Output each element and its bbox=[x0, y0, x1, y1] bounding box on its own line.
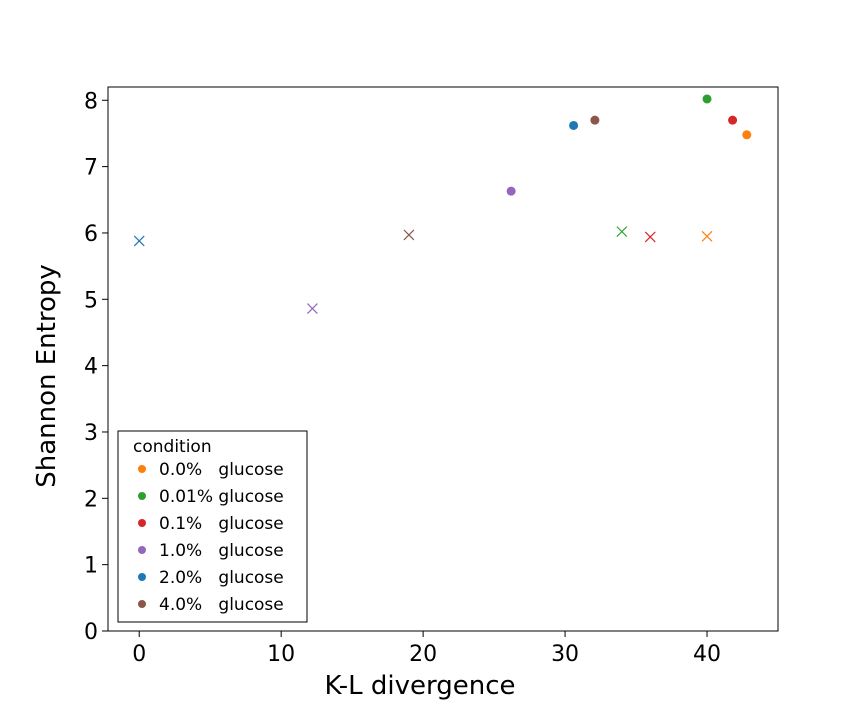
data-point-circle bbox=[702, 94, 712, 104]
y-tick-label: 5 bbox=[84, 288, 98, 313]
legend-entries: 0.0% glucose 0.01% glucose 0.1% glucose 1.0… bbox=[138, 460, 284, 615]
data-point-x bbox=[701, 230, 713, 242]
legend-marker bbox=[138, 492, 146, 500]
y-tick-label: 7 bbox=[84, 156, 98, 181]
legend-label: 1.0% glucose bbox=[159, 541, 284, 561]
data-point-circle bbox=[742, 130, 752, 140]
x-tick-label: 0 bbox=[132, 642, 146, 667]
legend-box bbox=[117, 430, 308, 623]
legend: condition 0.0% glucose 0.01% glucose 0.1% … bbox=[117, 430, 308, 623]
x-tick-label: 30 bbox=[551, 642, 579, 667]
legend-entry: 4.0% glucose bbox=[138, 595, 284, 615]
data-point-circle bbox=[506, 186, 516, 196]
x-axis-label: K-L divergence bbox=[324, 671, 515, 701]
y-tick-label: 6 bbox=[84, 222, 98, 247]
x-tick-label: 10 bbox=[267, 642, 295, 667]
x-tick-label: 20 bbox=[409, 642, 437, 667]
y-tick-label: 8 bbox=[84, 89, 98, 114]
legend-entry: 0.1% glucose bbox=[138, 514, 284, 534]
data-point-circle bbox=[728, 115, 738, 125]
data-point-x bbox=[306, 303, 318, 315]
y-tick-label: 3 bbox=[84, 421, 98, 446]
legend-label: 0.0% glucose bbox=[159, 460, 284, 480]
legend-label: 2.0% glucose bbox=[159, 568, 284, 588]
legend-entry: 2.0% glucose bbox=[138, 568, 284, 588]
legend-label: 4.0% glucose bbox=[159, 595, 284, 615]
legend-entry: 0.0% glucose bbox=[138, 460, 284, 480]
legend-label: 0.1% glucose bbox=[159, 514, 284, 534]
y-axis-label: Shannon Entropy bbox=[32, 264, 62, 488]
y-tick-label: 4 bbox=[84, 355, 98, 380]
data-point-circle bbox=[590, 115, 600, 125]
y-tick-label: 2 bbox=[84, 487, 98, 512]
legend-marker bbox=[138, 465, 146, 473]
legend-entry: 1.0% glucose bbox=[138, 541, 284, 561]
data-point-x bbox=[133, 235, 145, 247]
legend-entry: 0.01% glucose bbox=[138, 487, 284, 507]
data-points bbox=[133, 94, 752, 315]
data-point-x bbox=[403, 229, 415, 241]
legend-marker bbox=[138, 600, 146, 608]
legend-marker bbox=[138, 573, 146, 581]
y-tick-label: 1 bbox=[84, 554, 98, 579]
data-point-circle bbox=[569, 120, 579, 130]
data-point-x bbox=[644, 231, 656, 243]
x-tick-label: 40 bbox=[693, 642, 721, 667]
axis-ticks: 0 10 20 30 40 0 1 2 3 4 5 6 7 8 bbox=[84, 89, 721, 667]
legend-marker bbox=[138, 519, 146, 527]
legend-marker bbox=[138, 546, 146, 554]
data-point-x bbox=[616, 226, 628, 238]
legend-title: condition bbox=[133, 437, 212, 457]
legend-label: 0.01% glucose bbox=[159, 487, 284, 507]
y-tick-label: 0 bbox=[84, 620, 98, 645]
